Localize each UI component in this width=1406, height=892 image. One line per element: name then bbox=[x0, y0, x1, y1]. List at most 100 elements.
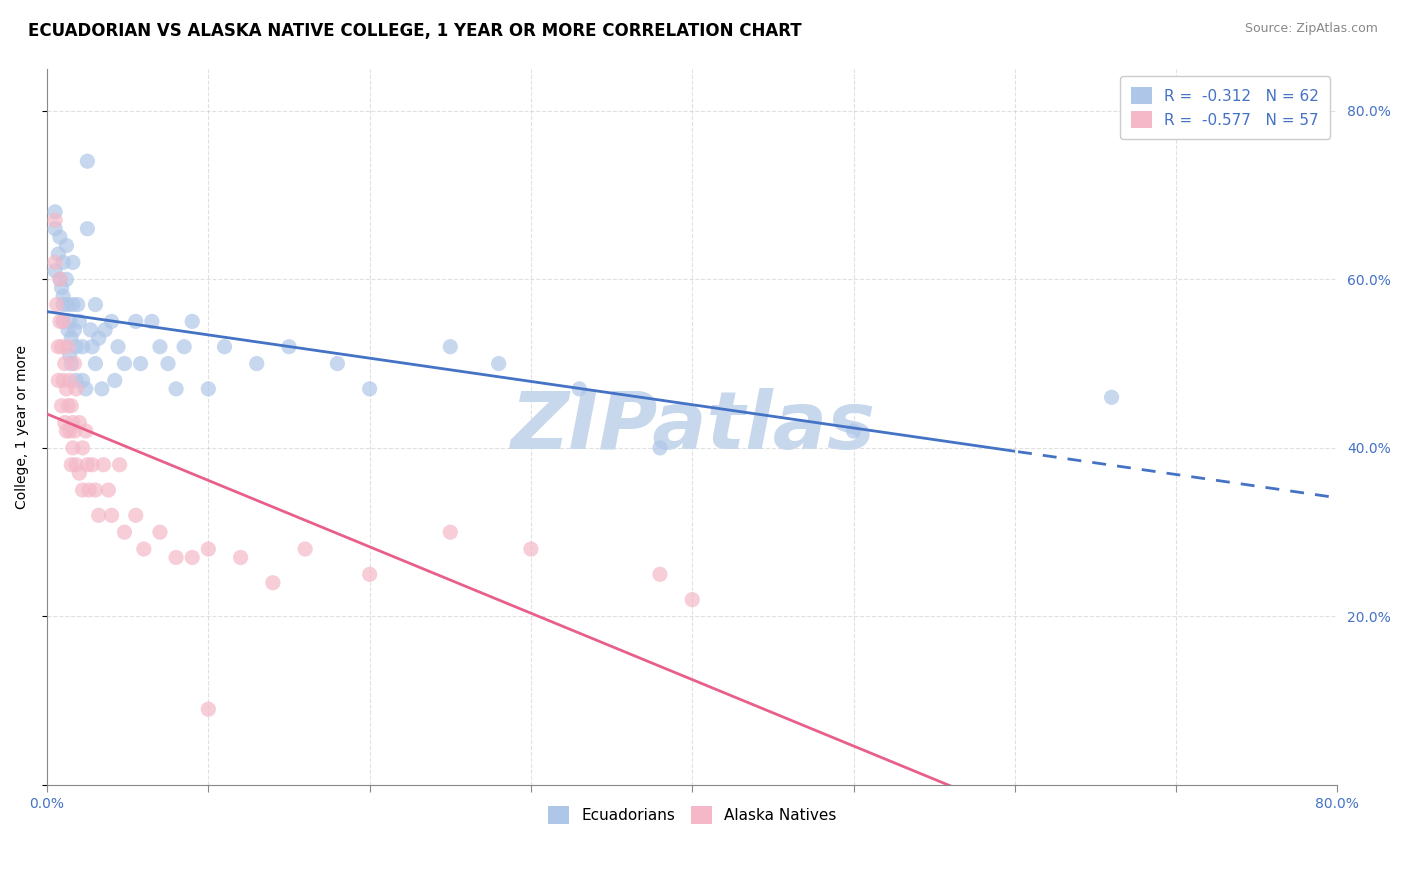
Point bbox=[44, 221, 66, 235]
Point bbox=[1101, 390, 1123, 404]
Point bbox=[108, 458, 131, 472]
Point bbox=[55, 424, 77, 438]
Point bbox=[181, 314, 204, 328]
Point bbox=[439, 340, 461, 354]
Point bbox=[45, 297, 67, 311]
Text: Source: ZipAtlas.com: Source: ZipAtlas.com bbox=[1244, 22, 1378, 36]
Point bbox=[568, 382, 591, 396]
Point bbox=[72, 340, 94, 354]
Point bbox=[197, 542, 219, 557]
Point bbox=[65, 382, 87, 396]
Point bbox=[44, 264, 66, 278]
Point bbox=[76, 154, 98, 169]
Point bbox=[359, 382, 381, 396]
Point bbox=[52, 314, 75, 328]
Point bbox=[149, 525, 172, 540]
Point bbox=[129, 357, 152, 371]
Point bbox=[67, 314, 90, 328]
Point bbox=[44, 213, 66, 227]
Point bbox=[62, 416, 84, 430]
Point bbox=[46, 247, 69, 261]
Point bbox=[52, 255, 75, 269]
Point bbox=[294, 542, 316, 557]
Point bbox=[46, 374, 69, 388]
Y-axis label: College, 1 year or more: College, 1 year or more bbox=[15, 345, 30, 508]
Point bbox=[52, 297, 75, 311]
Point bbox=[84, 483, 107, 497]
Point bbox=[165, 550, 187, 565]
Point bbox=[214, 340, 236, 354]
Point bbox=[173, 340, 195, 354]
Point bbox=[62, 255, 84, 269]
Point bbox=[67, 416, 90, 430]
Point bbox=[87, 331, 110, 345]
Point bbox=[66, 297, 89, 311]
Point bbox=[439, 525, 461, 540]
Point bbox=[125, 314, 148, 328]
Point bbox=[56, 399, 79, 413]
Point bbox=[326, 357, 349, 371]
Point bbox=[246, 357, 269, 371]
Point bbox=[59, 374, 82, 388]
Point bbox=[100, 508, 122, 523]
Point bbox=[97, 483, 120, 497]
Point bbox=[56, 340, 79, 354]
Point bbox=[49, 272, 72, 286]
Point bbox=[75, 424, 97, 438]
Point bbox=[59, 424, 82, 438]
Point bbox=[94, 323, 117, 337]
Point bbox=[55, 238, 77, 252]
Point bbox=[77, 483, 100, 497]
Point bbox=[63, 424, 86, 438]
Point bbox=[49, 230, 72, 244]
Point bbox=[157, 357, 180, 371]
Point bbox=[60, 357, 83, 371]
Point bbox=[51, 340, 73, 354]
Point bbox=[141, 314, 163, 328]
Point bbox=[229, 550, 252, 565]
Point bbox=[488, 357, 510, 371]
Point bbox=[181, 550, 204, 565]
Point bbox=[56, 323, 79, 337]
Point bbox=[72, 483, 94, 497]
Text: ZIPatlas: ZIPatlas bbox=[510, 388, 875, 466]
Point bbox=[49, 314, 72, 328]
Point bbox=[681, 592, 703, 607]
Point bbox=[82, 340, 104, 354]
Point bbox=[59, 314, 82, 328]
Point bbox=[149, 340, 172, 354]
Point bbox=[72, 374, 94, 388]
Point bbox=[56, 297, 79, 311]
Point bbox=[67, 466, 90, 480]
Point bbox=[72, 441, 94, 455]
Point bbox=[65, 340, 87, 354]
Point bbox=[278, 340, 301, 354]
Point bbox=[79, 323, 101, 337]
Point bbox=[55, 382, 77, 396]
Point bbox=[520, 542, 543, 557]
Point bbox=[114, 357, 136, 371]
Point bbox=[60, 331, 83, 345]
Point bbox=[93, 458, 115, 472]
Point bbox=[60, 399, 83, 413]
Point bbox=[107, 340, 129, 354]
Point bbox=[75, 382, 97, 396]
Point bbox=[165, 382, 187, 396]
Point bbox=[648, 567, 671, 582]
Point bbox=[262, 575, 284, 590]
Point bbox=[63, 357, 86, 371]
Point bbox=[62, 297, 84, 311]
Point bbox=[51, 281, 73, 295]
Point bbox=[197, 382, 219, 396]
Point bbox=[65, 374, 87, 388]
Point bbox=[63, 323, 86, 337]
Point bbox=[82, 458, 104, 472]
Point bbox=[51, 399, 73, 413]
Point bbox=[197, 702, 219, 716]
Point bbox=[53, 416, 76, 430]
Legend: Ecuadorians, Alaska Natives: Ecuadorians, Alaska Natives bbox=[537, 796, 848, 835]
Point bbox=[65, 458, 87, 472]
Point bbox=[60, 458, 83, 472]
Point bbox=[46, 340, 69, 354]
Point bbox=[104, 374, 127, 388]
